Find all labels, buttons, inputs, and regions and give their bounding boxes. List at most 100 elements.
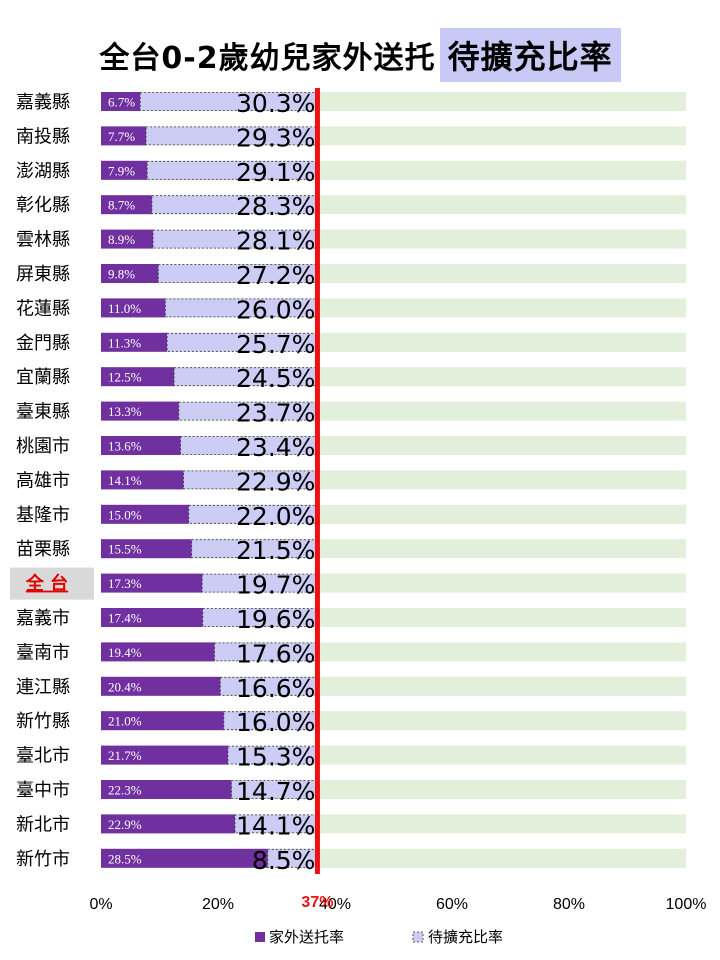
bar-series-1 [101,92,141,111]
bar-series-1 [101,332,168,352]
category-label: 臺東縣 [16,402,70,423]
category-label: 新北市 [16,814,70,835]
legend-swatch-series-1 [255,932,265,942]
bar-series-1 [101,676,221,696]
bar-series-1 [101,539,192,559]
data-label-series-1: 19.4% [108,645,142,660]
bar-series-2 [267,848,318,868]
category-label: 南投縣 [16,126,70,147]
data-label-series-1: 8.9% [108,232,135,247]
bar-series-2 [223,711,318,731]
bar-series-1 [101,711,224,731]
title-highlight: 待擴充比率 [439,28,621,82]
data-label-series-2: 8.5% [252,846,316,875]
data-label-series-2: 19.6% [236,605,315,634]
data-label-series-2: 14.7% [236,777,315,806]
data-label-series-2: 26.0% [236,295,315,324]
bar-series-2 [234,814,318,834]
x-tick-label: 20% [202,896,234,913]
data-label-series-1: 7.9% [108,163,135,178]
category-label: 全 台 [25,573,68,595]
data-label-series-2: 30.3% [236,89,315,118]
bar-series-1 [101,160,148,180]
data-label-series-1: 7.7% [108,129,135,144]
data-label-series-1: 22.3% [108,783,142,798]
data-label-series-1: 15.5% [108,542,142,557]
data-label-series-2: 15.3% [236,743,315,772]
data-label-series-2: 23.7% [236,399,315,428]
category-label: 新竹市 [16,849,70,870]
data-label-series-1: 21.0% [108,714,142,729]
bar-series-1 [101,264,159,283]
category-label: 金門縣 [16,333,70,354]
category-label: 臺中市 [16,780,70,801]
data-label-series-2: 28.1% [236,227,315,256]
bar-series-2 [191,539,318,559]
data-label-series-1: 13.3% [108,404,142,419]
bar-series-1 [101,126,147,146]
category-label: 桃園市 [16,436,70,457]
data-label-series-2: 16.6% [236,674,315,703]
bar-series-2 [178,401,318,421]
chart-title: 全台0-2歲幼兒家外送托 待擴充比率 [0,28,720,82]
data-label-series-1: 17.4% [108,611,142,626]
category-label: 臺南市 [16,642,70,663]
data-label-series-2: 24.5% [236,364,315,393]
bar-series-1 [101,780,232,799]
data-label-series-2: 25.7% [236,330,315,359]
data-label-series-2: 23.4% [236,433,315,462]
data-label-series-2: 27.2% [236,261,315,290]
reference-line-label: 37% [301,894,333,911]
x-tick-label: 40% [319,896,351,913]
bar-series-2 [219,676,318,696]
bar-series-1 [101,642,215,662]
category-label: 高雄市 [16,470,70,491]
category-label: 嘉義縣 [16,92,70,113]
x-tick-label: 80% [553,896,585,913]
bar-series-1 [101,367,175,387]
bar-series-1 [101,608,203,627]
category-label: 宜蘭縣 [16,367,70,388]
bar-series-2 [166,332,318,352]
bar-series-1 [101,814,235,834]
data-label-series-2: 22.9% [236,467,315,496]
x-tick-label: 100% [666,896,707,913]
bar-series-2 [183,470,318,490]
highlight-label-bg [10,567,94,600]
data-label-series-1: 11.3% [108,335,141,350]
data-label-series-1: 21.7% [108,748,142,763]
data-label-series-2: 22.0% [236,502,315,531]
data-label-series-1: 13.6% [108,439,142,454]
data-label-series-2: 19.7% [236,571,315,600]
bar-series-1 [101,401,179,421]
bar-series-2 [202,608,318,627]
data-label-series-2: 28.3% [236,192,315,221]
category-label: 花蓮縣 [16,298,70,319]
bar-series-2 [214,642,318,662]
category-label: 臺北市 [16,746,70,767]
bar-series-1 [101,229,154,249]
legend-swatch-series-2 [412,931,424,943]
bar-series-1 [101,470,184,490]
data-label-series-1: 12.5% [108,370,142,385]
data-label-series-2: 16.0% [236,708,315,737]
bar-series-1 [101,195,152,215]
data-label-series-1: 6.7% [108,95,135,110]
bar-series-2 [227,745,318,765]
category-label: 新竹縣 [16,711,70,732]
data-label-series-2: 29.1% [236,158,315,187]
bar-series-1 [101,745,228,765]
x-tick-label: 60% [436,896,468,913]
bar-series-2 [151,195,318,215]
data-label-series-1: 22.9% [108,817,142,832]
bar-series-1 [101,848,268,868]
data-label-series-2: 14.1% [236,811,315,840]
category-label: 澎湖縣 [16,161,70,182]
category-label: 彰化縣 [16,195,70,216]
data-label-series-2: 17.6% [236,639,315,668]
data-label-series-1: 14.1% [108,473,142,488]
data-label-series-1: 15.0% [108,507,142,522]
legend-label-series-1: 家外送托率 [269,928,344,946]
